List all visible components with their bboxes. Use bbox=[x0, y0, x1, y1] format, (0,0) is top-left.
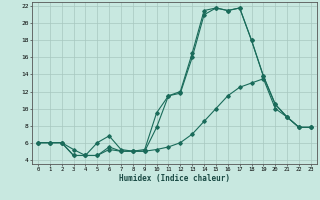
X-axis label: Humidex (Indice chaleur): Humidex (Indice chaleur) bbox=[119, 174, 230, 183]
